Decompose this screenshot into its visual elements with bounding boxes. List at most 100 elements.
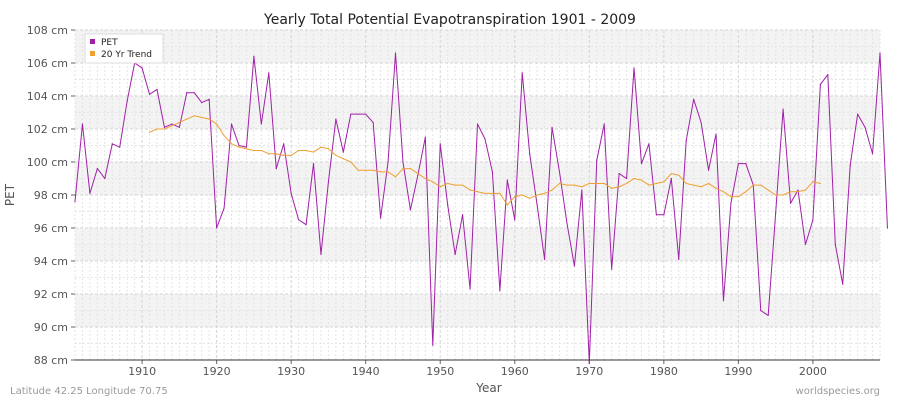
data-point-20-yr-trend	[424, 177, 426, 180]
data-point-pet	[685, 139, 687, 142]
data-point-pet	[722, 300, 725, 302]
data-point-pet	[886, 227, 889, 229]
data-point-pet	[111, 143, 113, 145]
data-point-20-yr-trend	[618, 186, 620, 188]
data-point-20-yr-trend	[380, 171, 382, 173]
data-point-20-yr-trend	[685, 182, 687, 185]
data-point-pet	[469, 288, 471, 290]
data-point-pet	[618, 172, 620, 175]
data-point-20-yr-trend	[335, 154, 337, 156]
data-point-pet	[305, 224, 307, 226]
data-point-pet	[543, 258, 546, 260]
data-point-pet	[327, 181, 330, 183]
data-point-20-yr-trend	[171, 125, 173, 127]
data-point-pet	[283, 143, 285, 145]
data-point-20-yr-trend	[625, 182, 628, 185]
data-point-20-yr-trend	[752, 184, 754, 186]
data-point-20-yr-trend	[558, 182, 561, 185]
data-point-20-yr-trend	[148, 131, 151, 133]
data-point-pet	[238, 144, 240, 147]
y-tick-label: 104 cm	[27, 90, 68, 103]
data-point-pet	[521, 72, 523, 74]
data-point-20-yr-trend	[797, 191, 799, 193]
data-point-pet	[730, 202, 732, 204]
data-point-pet	[275, 168, 277, 170]
x-tick-label: 1920	[203, 365, 231, 378]
data-point-pet	[372, 121, 374, 123]
data-point-pet	[104, 177, 106, 180]
data-point-pet	[476, 123, 479, 125]
x-tick-label: 1960	[501, 365, 529, 378]
x-tick-label: 1950	[426, 365, 454, 378]
data-point-20-yr-trend	[447, 182, 449, 185]
data-point-pet	[484, 138, 486, 140]
data-point-pet	[402, 161, 404, 163]
chart-title: Yearly Total Potential Evapotranspiratio…	[263, 12, 636, 28]
data-point-pet	[797, 189, 799, 191]
legend: PET 20 Yr Trend	[84, 33, 164, 64]
data-point-pet	[230, 123, 233, 125]
data-point-20-yr-trend	[678, 174, 680, 176]
data-point-20-yr-trend	[402, 168, 404, 170]
data-point-pet	[268, 72, 270, 74]
data-point-20-yr-trend	[603, 182, 605, 185]
y-axis-ticks: 88 cm 90 cm 92 cm 94 cm 96 cm 98 cm 100 cm 102 …	[27, 24, 75, 367]
data-point-pet	[290, 192, 292, 194]
data-point-20-yr-trend	[491, 192, 494, 194]
data-point-pet	[380, 217, 382, 219]
data-point-pet	[700, 121, 702, 123]
series-line-pet	[74, 52, 888, 364]
y-axis-label: PET	[3, 183, 17, 206]
data-point-pet	[596, 159, 598, 161]
data-point-pet	[767, 314, 769, 317]
x-tick-label: 1930	[277, 365, 305, 378]
x-axis-ticks: 1910 1920 1930 1940 1950 1960 1970 1980 1990 2000	[128, 360, 827, 378]
data-point-pet	[491, 171, 494, 173]
data-point-20-yr-trend	[394, 176, 397, 178]
data-point-20-yr-trend	[365, 169, 367, 171]
data-point-20-yr-trend	[707, 182, 710, 185]
data-point-20-yr-trend	[730, 196, 732, 198]
data-point-pet	[693, 98, 695, 100]
data-point-20-yr-trend	[432, 181, 434, 183]
data-point-pet	[156, 88, 158, 90]
data-point-20-yr-trend	[417, 172, 419, 175]
data-point-pet	[573, 265, 576, 267]
data-point-20-yr-trend	[767, 189, 769, 191]
data-point-20-yr-trend	[804, 189, 807, 191]
data-point-pet	[298, 219, 300, 221]
data-point-20-yr-trend	[201, 116, 203, 119]
data-point-pet	[514, 219, 516, 221]
x-tick-label: 1910	[128, 365, 156, 378]
data-point-pet	[417, 174, 419, 176]
data-point-20-yr-trend	[693, 184, 695, 186]
data-point-20-yr-trend	[283, 154, 285, 156]
data-point-20-yr-trend	[506, 204, 508, 206]
data-point-20-yr-trend	[484, 192, 486, 194]
data-point-pet	[74, 201, 76, 203]
x-tick-label: 1980	[650, 365, 678, 378]
data-point-20-yr-trend	[722, 191, 725, 193]
data-point-20-yr-trend	[566, 184, 568, 186]
data-point-pet	[819, 83, 821, 86]
y-tick-label: 102 cm	[27, 123, 68, 136]
data-point-pet	[678, 258, 680, 260]
data-point-pet	[126, 100, 128, 102]
y-tick-label: 92 cm	[34, 288, 68, 301]
data-point-20-yr-trend	[700, 186, 702, 188]
data-point-pet	[312, 163, 315, 165]
data-point-20-yr-trend	[223, 135, 225, 137]
x-tick-label: 1940	[352, 365, 380, 378]
data-point-20-yr-trend	[760, 184, 762, 186]
y-tick-label: 106 cm	[27, 57, 68, 70]
data-point-20-yr-trend	[216, 123, 218, 125]
data-point-pet	[350, 113, 352, 115]
data-point-20-yr-trend	[655, 182, 657, 185]
data-point-20-yr-trend	[789, 191, 792, 193]
data-point-pet	[409, 209, 412, 211]
data-point-20-yr-trend	[596, 182, 598, 185]
data-point-pet	[357, 113, 359, 115]
data-point-pet	[163, 126, 166, 128]
legend-box	[84, 33, 164, 64]
data-point-pet	[558, 171, 561, 173]
